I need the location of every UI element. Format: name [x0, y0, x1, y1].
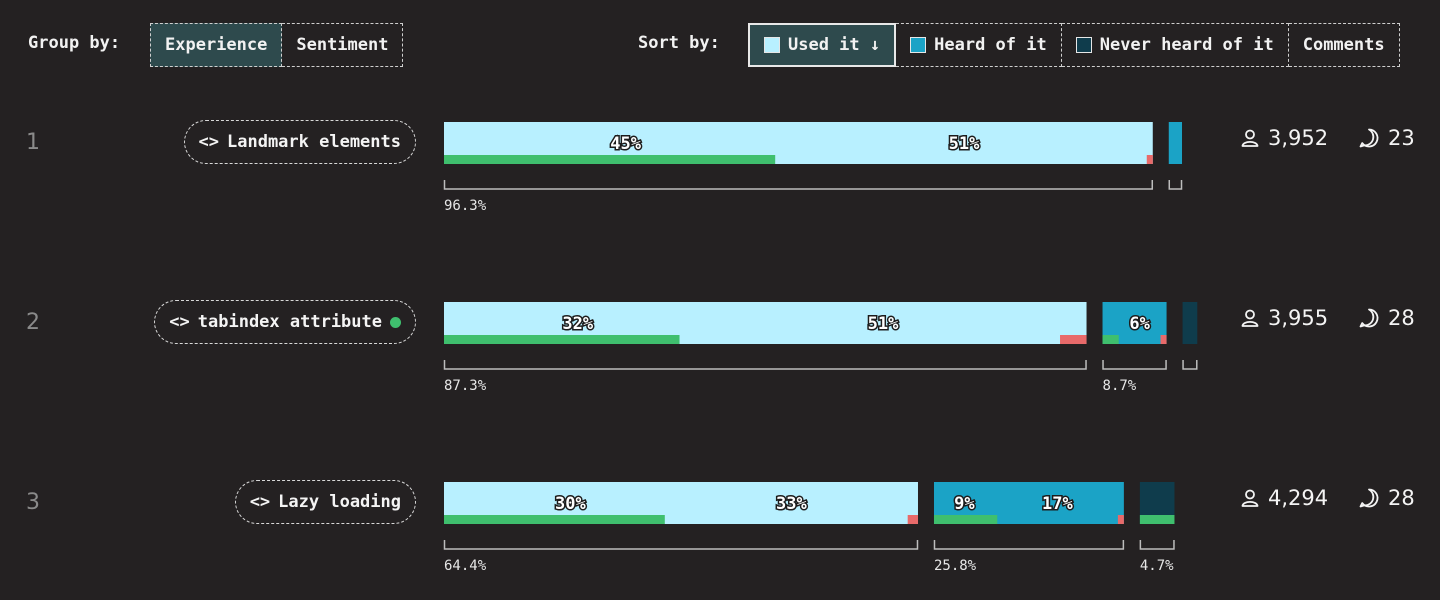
comments-value: 28: [1388, 486, 1415, 510]
comments-count[interactable]: 28: [1358, 306, 1415, 330]
used-percent-label: 32%: [562, 314, 593, 334]
used-positive-bar: [444, 335, 680, 344]
respondents-count: 4,294: [1240, 486, 1328, 510]
heard-swatch-icon: [910, 37, 927, 53]
used-percent-label: 45%: [610, 134, 641, 154]
row-rank: 2: [26, 310, 40, 335]
respondents-count: 3,952: [1240, 126, 1328, 150]
used-positive-bar: [444, 155, 776, 164]
feature-row: 2 <> tabindex attribute 3,955 28: [0, 300, 1440, 420]
comments-count[interactable]: 23: [1358, 126, 1415, 150]
user-icon: [1241, 309, 1259, 327]
feature-pill[interactable]: <> Landmark elements: [183, 120, 416, 164]
sort-heard-button[interactable]: Heard of it: [896, 23, 1062, 67]
group-by-label: Group by:: [28, 33, 121, 53]
never-bracket: [1139, 540, 1175, 550]
comment-bubble-icon: [1359, 488, 1379, 508]
never-bar: [1182, 302, 1198, 344]
used-percent-label: 51%: [868, 314, 899, 334]
comments-value: 28: [1388, 306, 1415, 330]
respondents-value: 3,955: [1268, 306, 1329, 330]
respondents-count: 3,955: [1240, 306, 1328, 330]
heard-bracket: [1168, 180, 1183, 190]
used-percent-label: 30%: [555, 494, 586, 514]
feature-label: Lazy loading: [278, 492, 401, 512]
feature-pill[interactable]: <> Lazy loading: [234, 480, 416, 524]
status-dot-icon: [390, 316, 401, 328]
heard-total-label: 25.8%: [934, 558, 977, 574]
heard-bar: [1168, 122, 1183, 164]
used-total-label: 96.3%: [444, 198, 487, 214]
used-swatch-icon: [764, 37, 780, 53]
used-negative-bar: [907, 515, 918, 524]
used-total-label: 64.4%: [444, 558, 487, 574]
code-icon: <>: [169, 312, 190, 332]
feature-label: Landmark elements: [227, 132, 401, 152]
code-icon: <>: [249, 492, 271, 512]
group-sentiment-button[interactable]: Sentiment: [282, 23, 404, 67]
comments-value: 23: [1388, 126, 1415, 150]
heard-percent-label: 6%: [1129, 314, 1150, 334]
heard-negative-bar: [1117, 515, 1124, 524]
comment-bubble-icon: [1359, 128, 1379, 148]
feature-row: 1 <> Landmark elements 3,952 23: [0, 120, 1440, 240]
respondents-value: 3,952: [1268, 126, 1329, 150]
feature-row: 3 <> Lazy loading 4,294 28: [0, 480, 1440, 600]
never-total-label: 4.7%: [1140, 558, 1174, 574]
sort-by-label: Sort by:: [638, 33, 720, 53]
heard-bracket: [1102, 360, 1167, 370]
sort-never-button[interactable]: Never heard of it: [1061, 23, 1289, 67]
used-positive-bar: [444, 515, 665, 524]
group-experience-button[interactable]: Experience: [150, 23, 283, 67]
group-by-buttons: Experience Sentiment: [150, 23, 404, 67]
heard-percent-label: 9%: [954, 494, 975, 514]
user-icon: [1241, 489, 1259, 507]
used-total-label: 87.3%: [444, 378, 487, 394]
comments-count[interactable]: 28: [1358, 486, 1415, 510]
user-icon: [1241, 129, 1259, 147]
used-negative-bar: [1146, 155, 1153, 164]
never-positive-bar: [1139, 515, 1175, 524]
used-negative-bar: [1060, 335, 1087, 344]
row-rank: 3: [26, 490, 40, 515]
heard-total-label: 8.7%: [1103, 378, 1137, 394]
used-percent-label: 51%: [949, 134, 980, 154]
heard-positive-bar: [933, 515, 998, 524]
used-bracket: [443, 540, 919, 550]
sort-used-button[interactable]: Used it ↓: [748, 23, 897, 67]
sort-comments-button[interactable]: Comments: [1288, 23, 1400, 67]
toolbar: Group by: Experience Sentiment Sort by: …: [0, 0, 1440, 90]
used-bracket: [443, 180, 1154, 190]
heard-negative-bar: [1160, 335, 1167, 344]
comment-bubble-icon: [1359, 308, 1379, 328]
sort-heard-label: Heard of it: [934, 35, 1047, 55]
heard-bracket: [933, 540, 1125, 550]
heard-positive-bar: [1102, 335, 1119, 344]
row-rank: 1: [26, 130, 40, 155]
never-bracket: [1182, 360, 1198, 370]
used-percent-label: 33%: [776, 494, 807, 514]
feature-label: tabindex attribute: [197, 312, 382, 332]
sort-never-label: Never heard of it: [1099, 35, 1274, 55]
never-swatch-icon: [1075, 37, 1092, 53]
heard-percent-label: 17%: [1042, 494, 1073, 514]
sort-used-label: Used it ↓: [788, 35, 881, 55]
sort-by-buttons: Used it ↓ Heard of it Never heard of it …: [748, 23, 1400, 67]
sort-comments-label: Comments: [1302, 35, 1385, 55]
feature-pill[interactable]: <> tabindex attribute: [154, 300, 416, 344]
used-bracket: [443, 360, 1087, 370]
code-icon: <>: [198, 132, 219, 152]
respondents-value: 4,294: [1268, 486, 1329, 510]
